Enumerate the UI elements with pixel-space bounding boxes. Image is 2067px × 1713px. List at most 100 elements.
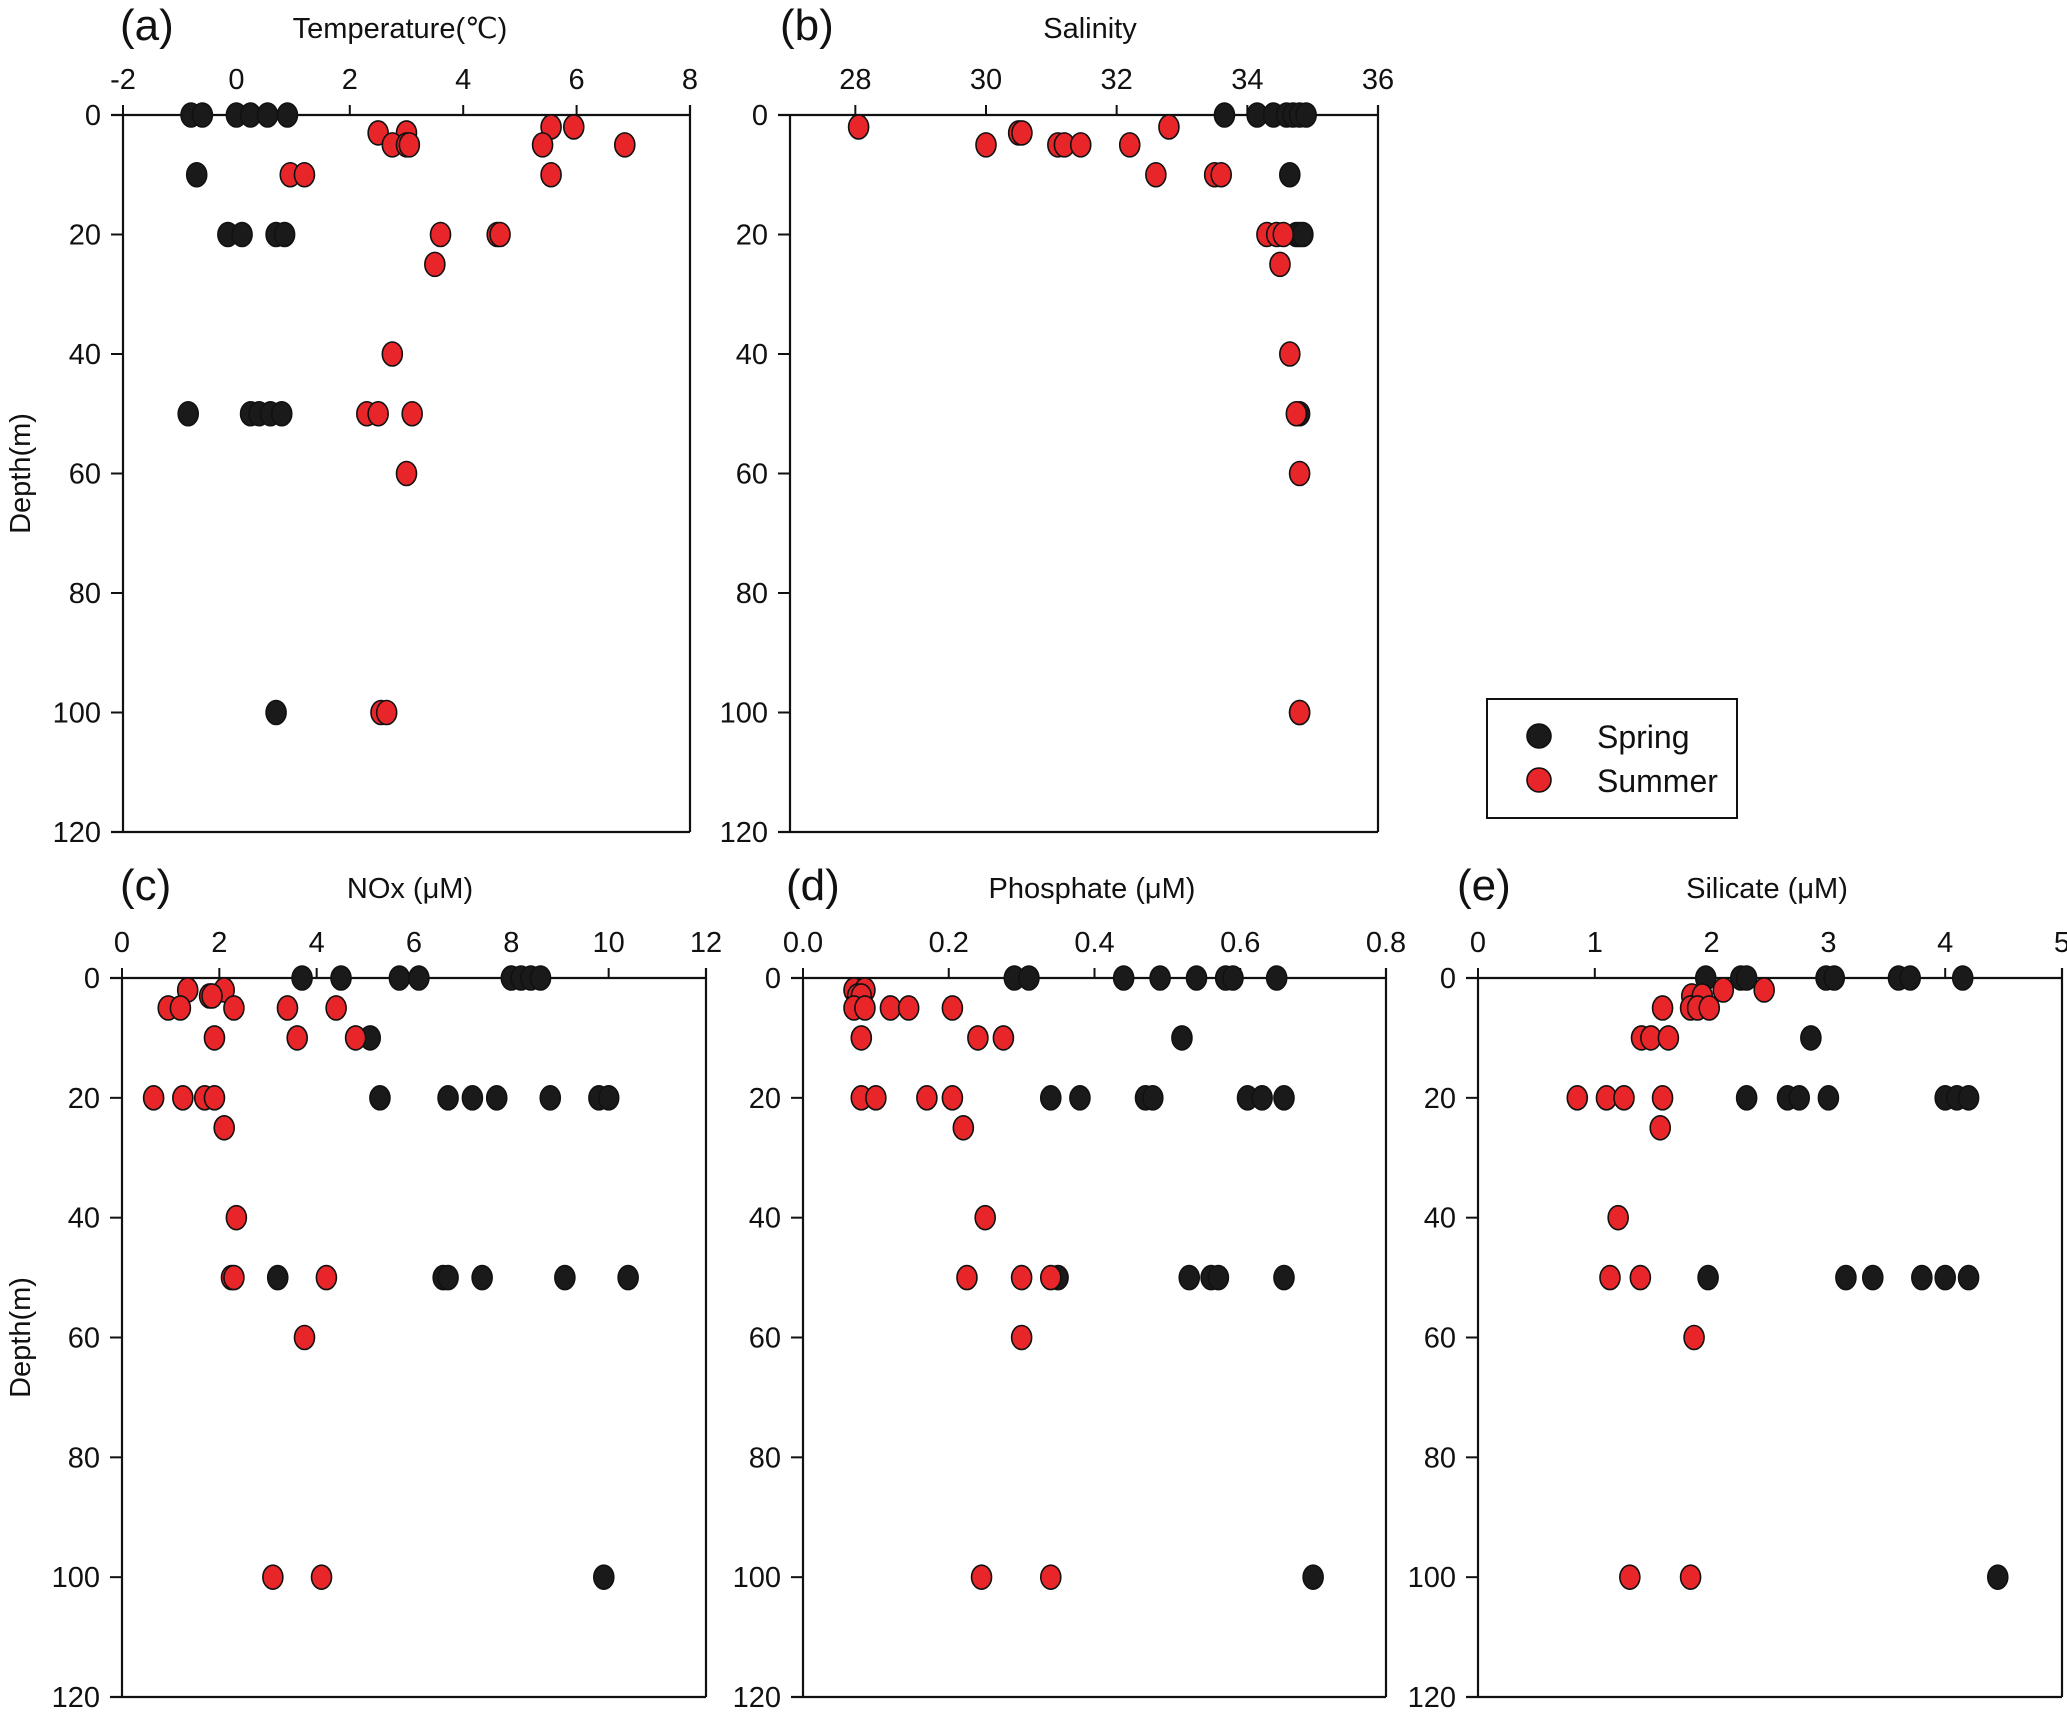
- panel-a: (a) Temperature(℃)-2 0 2 4 6 8020406080100120D…: [5, 1, 698, 849]
- data-point-summer: [310, 1564, 333, 1590]
- panel-letter: (e): [1457, 861, 1511, 910]
- data-point-spring: [1185, 965, 1208, 991]
- x-tick-label: 32: [1101, 64, 1133, 96]
- data-point-spring: [1069, 1085, 1091, 1111]
- y-tick-label: 80: [68, 1442, 100, 1474]
- x-tick-label: 0: [228, 64, 244, 96]
- panel-title: Temperature(℃): [293, 13, 508, 45]
- data-point-summer: [1607, 1204, 1629, 1231]
- data-point-spring: [1251, 1085, 1273, 1111]
- data-point-spring: [270, 400, 293, 427]
- data-point-spring: [617, 1264, 639, 1291]
- y-tick-label: 100: [1408, 1562, 1456, 1594]
- data-point-spring: [1800, 1025, 1822, 1051]
- x-tick-label: 0.8: [1366, 927, 1406, 959]
- y-tick-label: 60: [69, 459, 101, 491]
- x-tick-label: 28: [839, 64, 871, 96]
- x-tick-label: 36: [1362, 64, 1394, 96]
- y-tick-label: 40: [749, 1203, 781, 1235]
- data-point-summer: [1069, 132, 1092, 158]
- data-point-summer: [916, 1085, 938, 1111]
- data-point-spring: [1861, 1264, 1884, 1291]
- data-point-spring: [276, 102, 299, 128]
- x-tick-label: 12: [690, 927, 722, 959]
- data-point-summer: [1753, 977, 1775, 1003]
- data-point-summer: [286, 1025, 309, 1051]
- x-tick-label: 0: [114, 927, 130, 959]
- y-tick-label: 20: [68, 1083, 100, 1115]
- data-point-summer: [941, 1085, 964, 1111]
- data-point-summer: [1118, 132, 1141, 158]
- panel-e: (e) Silicate (μM) 0 1 2 3 4 5 0 20 40 60 80 100 120: [1408, 861, 2067, 1713]
- y-tick-label: 0: [1440, 963, 1456, 995]
- data-point-summer: [992, 1025, 1015, 1051]
- data-point-spring: [461, 1085, 484, 1111]
- data-point-summer: [1272, 221, 1295, 248]
- x-tick-label: 3: [1820, 927, 1836, 959]
- data-point-spring: [408, 965, 430, 991]
- data-point-summer: [395, 460, 418, 487]
- data-point-spring: [1273, 1085, 1295, 1111]
- data-point-summer: [854, 995, 876, 1021]
- data-point-summer: [540, 161, 562, 188]
- data-point-summer: [1279, 341, 1301, 367]
- x-tick-label: 0.0: [783, 927, 823, 959]
- y-tick-label: 60: [736, 459, 768, 491]
- x-tick-label: 30: [970, 64, 1002, 96]
- y-tick-label: 120: [720, 817, 768, 849]
- y-tick-label: 0: [752, 100, 768, 132]
- data-point-spring: [1222, 965, 1244, 991]
- data-point-summer: [1619, 1564, 1641, 1590]
- legend-marker-summer: [1526, 767, 1552, 793]
- data-point-spring: [592, 1564, 615, 1590]
- legend: Spring Summer: [1486, 698, 1738, 819]
- series-spring: [1694, 965, 2009, 1590]
- data-point-summer: [367, 400, 389, 427]
- data-point-spring: [1265, 965, 1288, 991]
- data-point-spring: [437, 1085, 459, 1111]
- x-tick-label: 2: [211, 927, 227, 959]
- x-tick-label: 4: [1937, 927, 1953, 959]
- x-tick-label: 8: [682, 64, 698, 96]
- data-point-summer: [1039, 1564, 1062, 1590]
- data-point-spring: [1178, 1264, 1201, 1291]
- y-tick-label: 80: [1424, 1442, 1456, 1474]
- data-point-summer: [375, 699, 398, 726]
- data-point-summer: [201, 983, 223, 1009]
- data-point-spring: [1112, 965, 1135, 991]
- data-point-summer: [1712, 977, 1735, 1003]
- x-tick-label: 0.2: [929, 927, 969, 959]
- data-point-summer: [1010, 1264, 1033, 1291]
- data-point-summer: [1629, 1264, 1652, 1291]
- data-point-spring: [1986, 1564, 2009, 1590]
- series-summer: [847, 114, 1311, 726]
- data-point-summer: [223, 1264, 245, 1291]
- data-point-summer: [1679, 1564, 1702, 1590]
- data-point-summer: [531, 132, 554, 158]
- data-point-summer: [1010, 1324, 1033, 1351]
- x-tick-label: 5: [2054, 927, 2067, 959]
- y-tick-label: 20: [736, 220, 768, 252]
- x-tick-label: -2: [110, 64, 136, 96]
- series-spring: [266, 965, 639, 1590]
- data-point-spring: [1957, 1264, 1980, 1291]
- data-point-spring: [1302, 1564, 1324, 1590]
- panel-title: NOx (μM): [347, 873, 473, 905]
- data-point-spring: [1735, 1085, 1758, 1111]
- data-point-summer: [172, 1085, 194, 1111]
- data-point-spring: [1957, 1085, 1980, 1111]
- x-tick-label: 4: [455, 64, 471, 96]
- legend-label-spring: Spring: [1597, 719, 1690, 755]
- data-point-spring: [1934, 1264, 1956, 1291]
- legend-box: [1486, 698, 1738, 819]
- y-tick-label: 100: [720, 698, 768, 730]
- data-point-spring: [597, 1085, 620, 1111]
- data-point-spring: [1295, 102, 1317, 128]
- data-point-summer: [213, 1114, 235, 1141]
- legend-label-summer: Summer: [1597, 763, 1718, 799]
- data-point-spring: [554, 1264, 576, 1291]
- data-point-spring: [369, 1085, 391, 1111]
- data-point-summer: [1039, 1264, 1062, 1291]
- legend-marker-spring: [1526, 723, 1552, 749]
